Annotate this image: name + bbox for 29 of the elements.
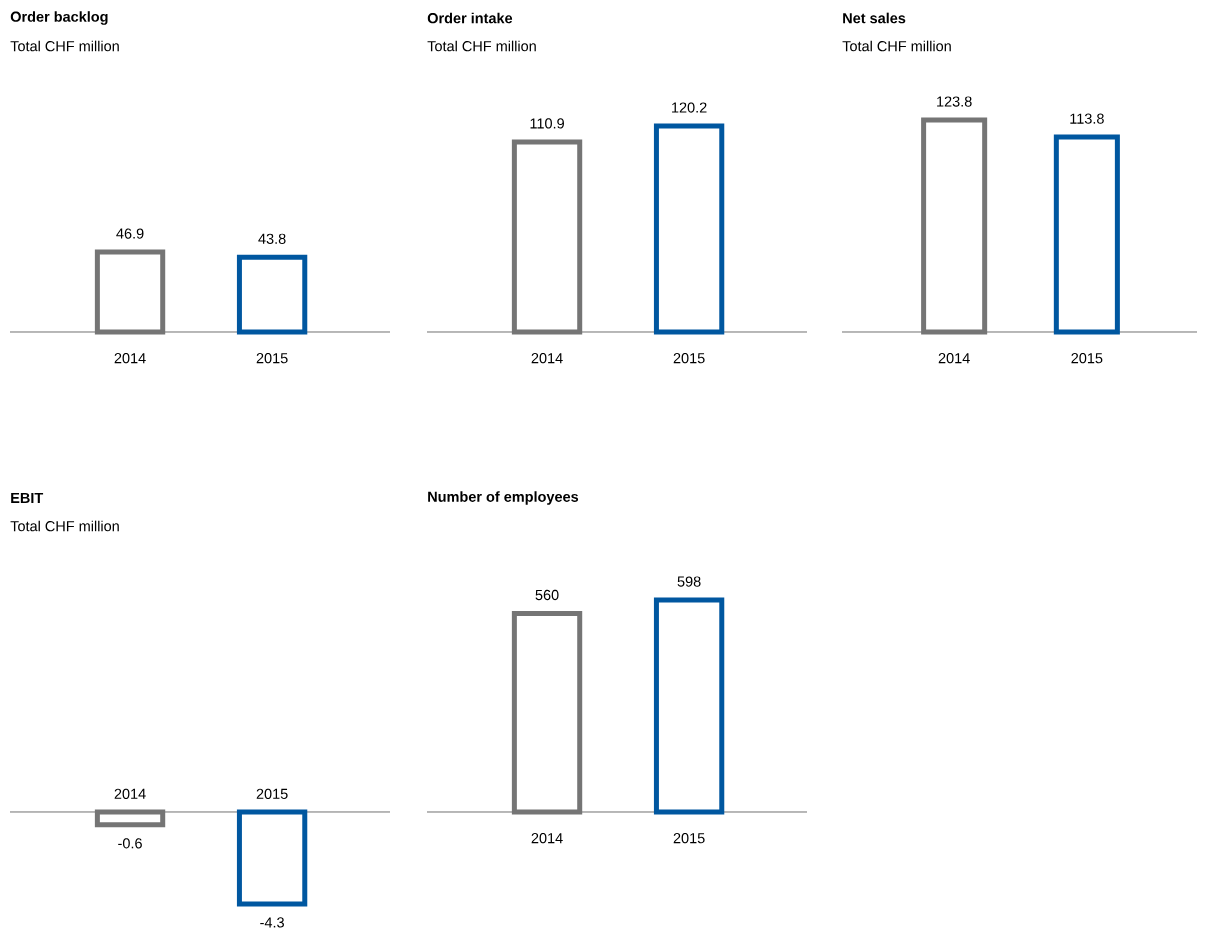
chart-subtitle: Total CHF million — [427, 40, 536, 52]
data-label: 110.9 — [530, 118, 564, 129]
chart-subtitle: Total CHF million — [10, 520, 119, 532]
x-tick-label: 2015 — [673, 353, 705, 364]
x-tick-label: 2014 — [531, 833, 563, 844]
data-label: 598 — [677, 576, 701, 587]
data-label: 560 — [535, 589, 559, 601]
x-tick-label: 2015 — [1071, 353, 1103, 364]
chart-subtitle: Total CHF million — [10, 40, 119, 52]
x-tick-label: 2015 — [256, 788, 288, 799]
data-label: -0.6 — [118, 838, 142, 849]
chart-title: Order intake — [427, 12, 513, 24]
x-tick-label: 2014 — [114, 788, 146, 799]
x-tick-label: 2015 — [673, 833, 705, 844]
x-tick-label: 2014 — [531, 353, 563, 364]
chart-title: Order backlog — [10, 11, 108, 25]
data-label: 113.8 — [1070, 113, 1104, 124]
x-tick-label: 2015 — [256, 353, 288, 364]
chart-title: Net sales — [843, 12, 906, 24]
data-label: 123.8 — [937, 96, 972, 107]
data-label: 43.8 — [258, 233, 286, 244]
chart-title: Number of employees — [428, 491, 579, 505]
data-label: 120.2 — [672, 102, 707, 113]
chart-subtitle: Total CHF million — [842, 40, 951, 52]
data-label: 46.9 — [116, 228, 144, 239]
chart-title: EBIT — [11, 493, 44, 503]
x-tick-label: 2014 — [114, 353, 146, 364]
x-tick-label: 2014 — [938, 353, 970, 364]
data-label: -4.3 — [260, 917, 284, 928]
